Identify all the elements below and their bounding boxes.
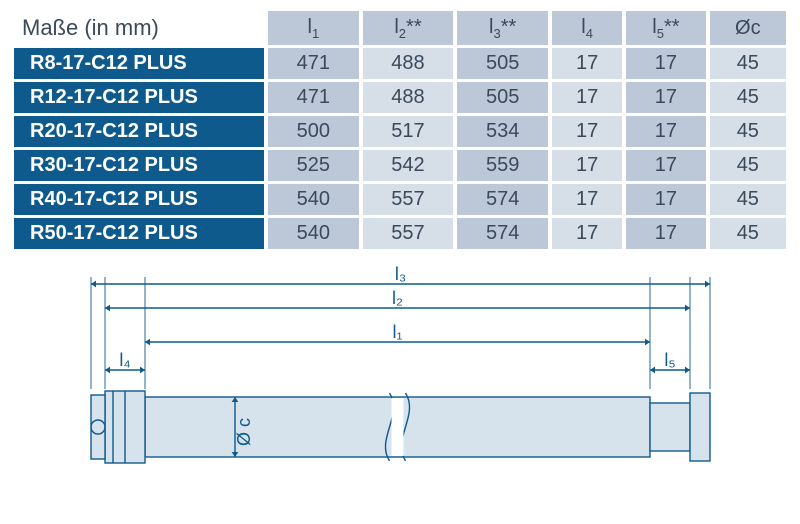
table-cell: 525 xyxy=(268,150,359,181)
table-cell: 471 xyxy=(268,48,359,79)
row-label: R30-17-C12 PLUS xyxy=(14,150,264,181)
row-label: R40-17-C12 PLUS xyxy=(14,184,264,215)
table-title: Maße (in mm) xyxy=(14,11,264,45)
col-header: l4 xyxy=(552,11,622,45)
table-cell: 17 xyxy=(626,48,705,79)
svg-text:l₁: l₁ xyxy=(392,322,402,342)
table-cell: 17 xyxy=(626,184,705,215)
table-cell: 534 xyxy=(457,116,548,147)
svg-text:Ø c: Ø c xyxy=(234,418,254,446)
table-cell: 557 xyxy=(363,184,454,215)
table-cell: 517 xyxy=(363,116,454,147)
table-cell: 17 xyxy=(552,48,622,79)
table-row: R8-17-C12 PLUS471488505171745 xyxy=(14,48,786,79)
technical-diagram: Ø c l₃ l₂ l₁ l₄ l₅ xyxy=(10,262,790,487)
table-cell: 45 xyxy=(710,48,786,79)
table-row: R50-17-C12 PLUS540557574171745 xyxy=(14,218,786,249)
table-cell: 17 xyxy=(552,82,622,113)
table-cell: 45 xyxy=(710,150,786,181)
table-cell: 17 xyxy=(626,82,705,113)
table-cell: 17 xyxy=(552,218,622,249)
table-cell: 488 xyxy=(363,48,454,79)
svg-text:l₂: l₂ xyxy=(392,288,403,308)
row-label: R8-17-C12 PLUS xyxy=(14,48,264,79)
svg-text:l₄: l₄ xyxy=(119,350,130,370)
table-cell: 542 xyxy=(363,150,454,181)
table-row: R30-17-C12 PLUS525542559171745 xyxy=(14,150,786,181)
row-label: R50-17-C12 PLUS xyxy=(14,218,264,249)
col-header: l1 xyxy=(268,11,359,45)
col-header: Øc xyxy=(710,11,786,45)
table-cell: 45 xyxy=(710,116,786,147)
table-row: R12-17-C12 PLUS471488505171745 xyxy=(14,82,786,113)
table-cell: 45 xyxy=(710,82,786,113)
table-cell: 45 xyxy=(710,184,786,215)
table-cell: 540 xyxy=(268,218,359,249)
table-row: R40-17-C12 PLUS540557574171745 xyxy=(14,184,786,215)
table-cell: 17 xyxy=(552,116,622,147)
table-cell: 17 xyxy=(626,150,705,181)
table-cell: 17 xyxy=(552,150,622,181)
col-header: l3** xyxy=(457,11,548,45)
table-row: R20-17-C12 PLUS500517534171745 xyxy=(14,116,786,147)
table-cell: 574 xyxy=(457,184,548,215)
table-cell: 540 xyxy=(268,184,359,215)
table-cell: 17 xyxy=(552,184,622,215)
table-cell: 17 xyxy=(626,116,705,147)
table-cell: 500 xyxy=(268,116,359,147)
table-cell: 488 xyxy=(363,82,454,113)
table-cell: 45 xyxy=(710,218,786,249)
table-cell: 557 xyxy=(363,218,454,249)
table-cell: 471 xyxy=(268,82,359,113)
table-cell: 574 xyxy=(457,218,548,249)
row-label: R20-17-C12 PLUS xyxy=(14,116,264,147)
table-cell: 505 xyxy=(457,48,548,79)
col-header: l2** xyxy=(363,11,454,45)
table-header-row: Maße (in mm) l1l2**l3**l4l5**Øc xyxy=(14,11,786,45)
table-cell: 505 xyxy=(457,82,548,113)
table-cell: 17 xyxy=(626,218,705,249)
svg-text:l₃: l₃ xyxy=(395,264,406,284)
col-header: l5** xyxy=(626,11,705,45)
dimensions-table: Maße (in mm) l1l2**l3**l4l5**Øc R8-17-C1… xyxy=(10,8,790,252)
row-label: R12-17-C12 PLUS xyxy=(14,82,264,113)
table-cell: 559 xyxy=(457,150,548,181)
svg-text:l₅: l₅ xyxy=(664,350,675,370)
